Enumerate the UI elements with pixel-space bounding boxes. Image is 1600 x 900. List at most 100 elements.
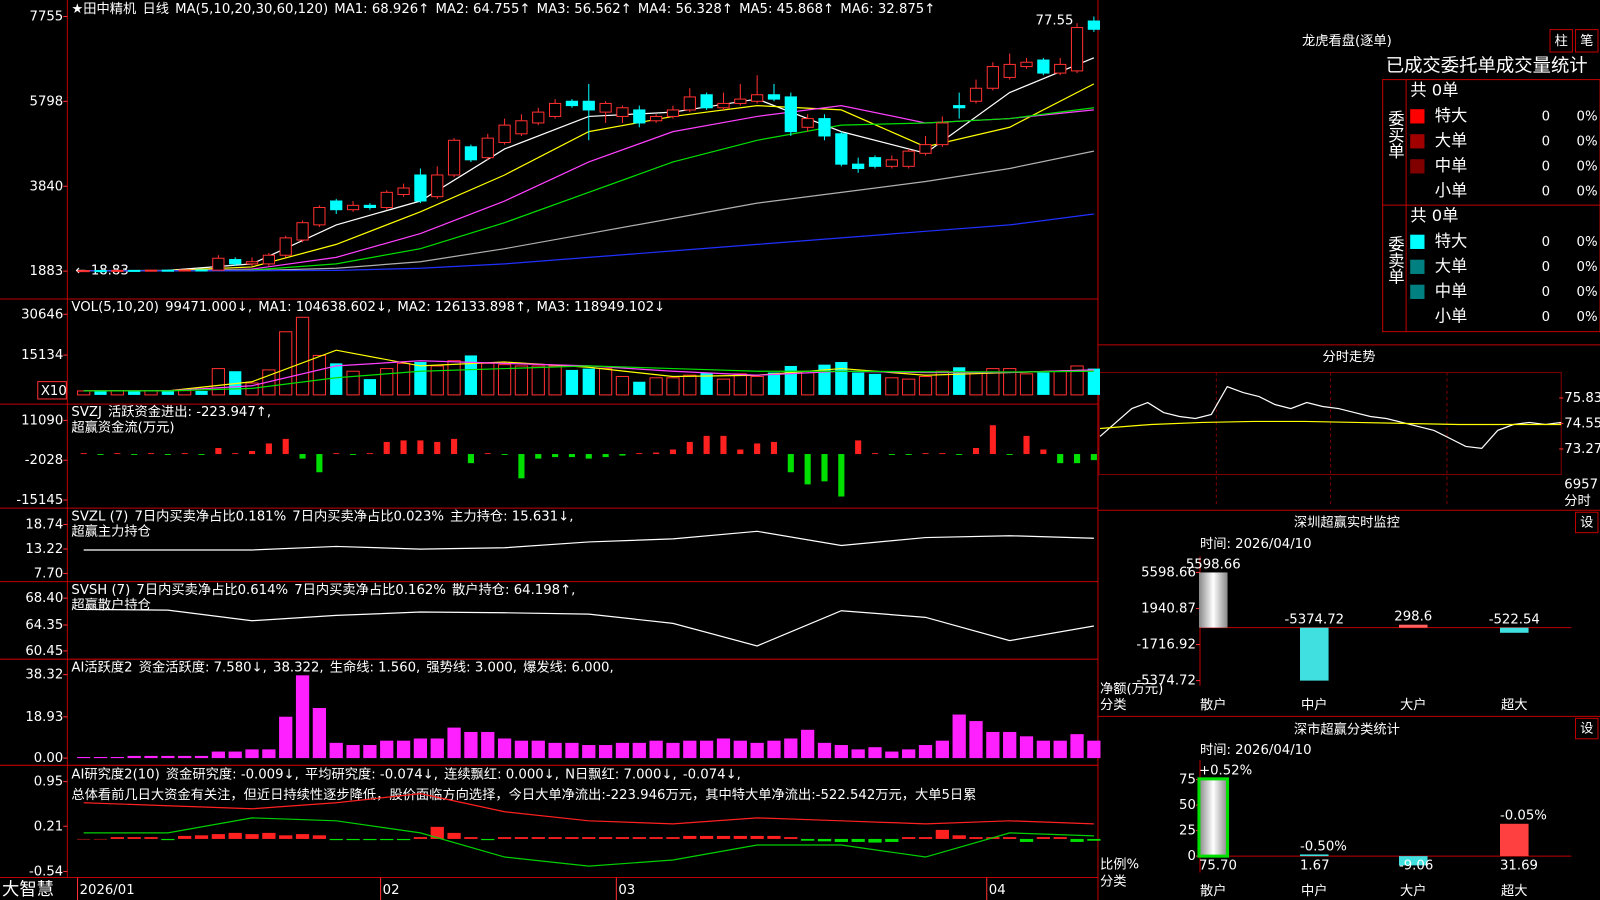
candle-body <box>397 187 410 196</box>
bar <box>127 837 141 839</box>
bar <box>531 365 545 396</box>
panel-header: MA3: 56.562↑ <box>537 2 632 17</box>
bar <box>1500 823 1529 857</box>
bar <box>481 838 495 841</box>
panel-header: 日线 <box>142 1 169 17</box>
row-name: 小单 <box>1435 181 1468 200</box>
bar <box>835 362 848 395</box>
table-heading: 已成交委托单成交量统计 <box>1386 55 1588 76</box>
candle-body <box>666 109 680 117</box>
category-label: 中户 <box>1301 696 1328 713</box>
panel-header: SVZJ <box>71 405 101 420</box>
x-tick-label: 2026/01 <box>80 883 135 898</box>
candle-body <box>969 87 983 102</box>
y-tick-label: 30646 <box>21 307 63 322</box>
bar <box>683 835 697 839</box>
value-label: -522.54 <box>1489 612 1540 627</box>
category-label: 大户 <box>1400 696 1427 713</box>
bar <box>619 454 626 456</box>
button[interactable] <box>1575 717 1599 740</box>
row-count: 0 <box>1542 235 1550 250</box>
bar <box>615 375 630 396</box>
bar <box>989 425 996 455</box>
y-tick-label: -2028 <box>25 453 64 468</box>
bar <box>501 454 508 455</box>
bar <box>430 365 444 396</box>
panel-header: ★田中精机 <box>71 1 136 17</box>
candle-body <box>902 150 915 167</box>
bar <box>905 454 912 455</box>
candle-body <box>296 222 309 241</box>
bar <box>467 454 474 464</box>
bar <box>598 368 613 396</box>
panel-title: 深圳超赢实时监控 <box>1294 513 1400 530</box>
button[interactable] <box>1575 511 1599 534</box>
bar <box>1070 365 1084 396</box>
bar <box>346 838 360 841</box>
button[interactable] <box>1575 29 1599 53</box>
bar <box>649 740 663 759</box>
bar <box>902 749 916 759</box>
candle-body <box>616 107 629 117</box>
bar <box>396 838 411 841</box>
category-label: 散户 <box>1200 696 1227 713</box>
bar <box>228 832 242 839</box>
row-pct: 0% <box>1577 134 1598 149</box>
bar <box>295 675 310 759</box>
button-label[interactable]: 笔 <box>1580 33 1593 49</box>
bar <box>733 373 747 396</box>
bar <box>1198 572 1228 628</box>
button[interactable] <box>1549 29 1573 53</box>
button-label[interactable]: 设 <box>1580 721 1593 737</box>
bar <box>383 441 390 455</box>
bar <box>265 443 272 455</box>
bar <box>633 381 646 395</box>
bar <box>666 837 680 839</box>
button-label[interactable]: 柱 <box>1555 33 1568 49</box>
section-total: 共 0单 <box>1410 206 1458 225</box>
bar <box>178 835 192 839</box>
candle-body <box>565 100 579 107</box>
y-tick-label: 38.32 <box>25 668 63 683</box>
row-name: 特大 <box>1435 106 1468 125</box>
panel-header: 99471.000↓, <box>165 300 252 315</box>
panel-header: N日飘红: 7.000↓, <box>565 766 677 782</box>
bar <box>299 454 306 459</box>
bar <box>194 755 209 759</box>
bar <box>248 451 256 455</box>
row-name: 小单 <box>1435 306 1468 325</box>
bar <box>902 378 916 396</box>
bar <box>598 745 613 759</box>
panel-header: 7日内买卖净占比0.023% <box>292 508 444 524</box>
bar <box>414 362 427 395</box>
panel-header: AI研究度2(10) <box>71 766 159 782</box>
bar <box>464 355 478 395</box>
bar <box>380 368 394 396</box>
value-label: -5374.72 <box>1284 612 1344 627</box>
bar <box>615 742 630 759</box>
price-line <box>1099 385 1562 450</box>
bar <box>430 738 444 759</box>
y-tick-label: -0.54 <box>29 865 63 880</box>
bar <box>346 370 360 396</box>
indicator-line <box>83 608 1094 647</box>
bar <box>350 454 357 455</box>
bar <box>801 838 815 841</box>
candle-body <box>144 269 158 272</box>
x-tick-label: 04 <box>989 883 1006 898</box>
button-label[interactable]: 设 <box>1580 514 1593 530</box>
bar <box>181 453 188 455</box>
bar <box>481 731 495 759</box>
bar <box>568 454 575 458</box>
panel-header: 资金研究度: -0.009↓, <box>166 766 299 782</box>
bar <box>161 755 175 759</box>
panel-subtitle: 超赢主力持仓 <box>71 523 151 540</box>
bar <box>632 742 646 759</box>
panel-header: MA1: 104638.602↓, <box>258 300 391 315</box>
bar <box>535 454 542 459</box>
bar <box>279 835 293 839</box>
row-pct: 0% <box>1577 109 1598 124</box>
bar <box>686 441 693 455</box>
bar <box>77 390 91 396</box>
